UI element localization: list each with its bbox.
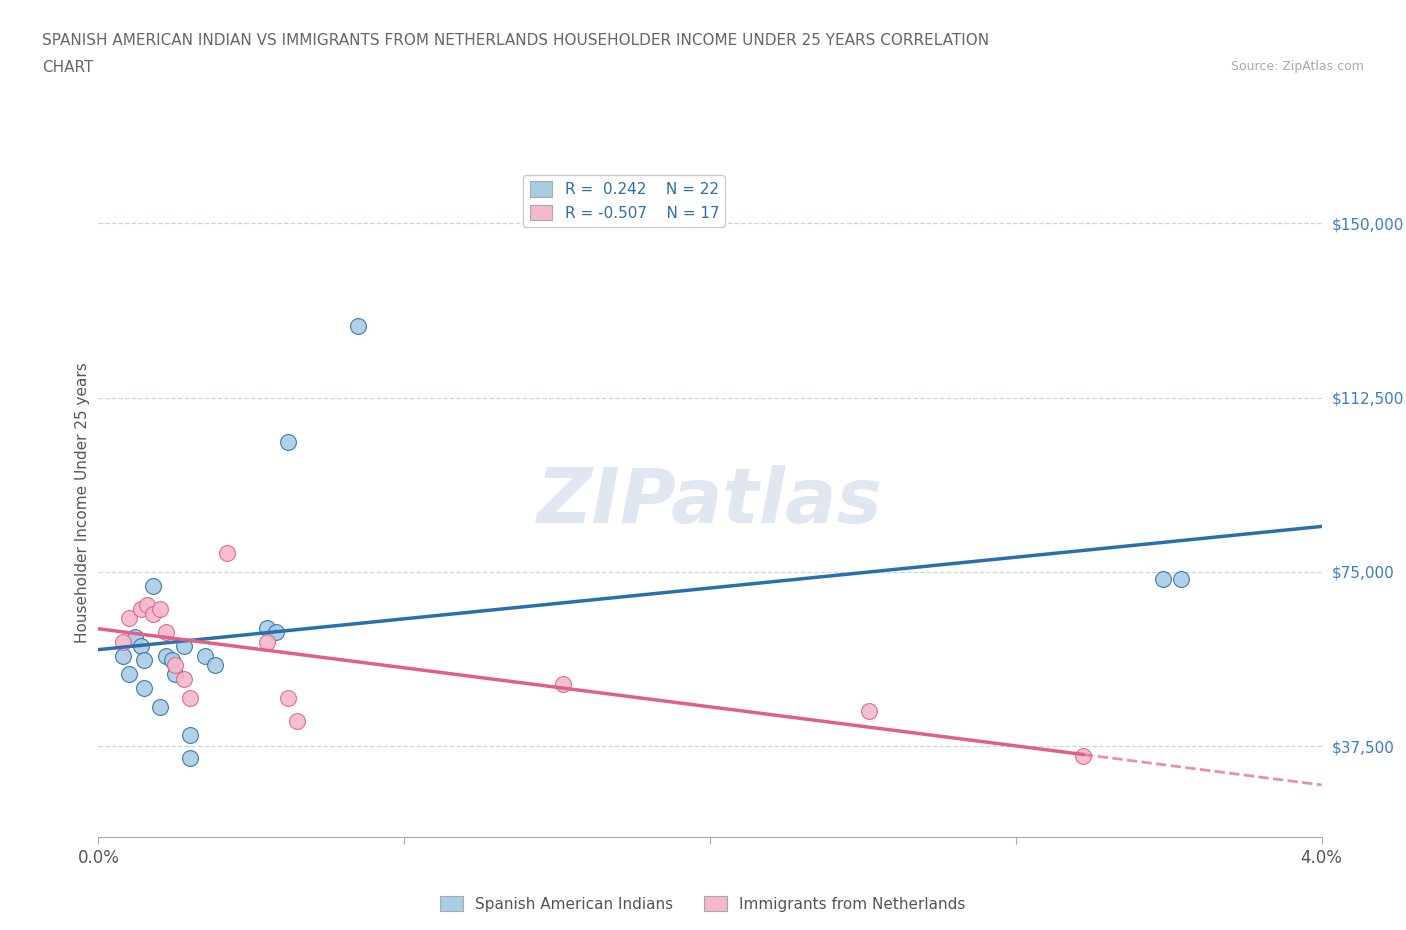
- Text: ZIPatlas: ZIPatlas: [537, 465, 883, 539]
- Point: [264, 625, 287, 640]
- Point: [277, 434, 299, 449]
- Point: [256, 620, 278, 635]
- Point: [134, 653, 156, 668]
- Point: [1152, 571, 1174, 587]
- Point: [124, 630, 146, 644]
- Point: [129, 602, 152, 617]
- Point: [163, 667, 186, 682]
- Legend: Spanish American Indians, Immigrants from Netherlands: Spanish American Indians, Immigrants fro…: [434, 889, 972, 918]
- Text: CHART: CHART: [42, 60, 94, 75]
- Point: [553, 676, 575, 691]
- Point: [118, 667, 141, 682]
- Point: [149, 699, 172, 714]
- Point: [111, 648, 134, 663]
- Point: [347, 318, 370, 333]
- Point: [134, 681, 156, 696]
- Point: [1170, 571, 1192, 587]
- Point: [179, 690, 201, 705]
- Point: [163, 658, 186, 672]
- Point: [149, 602, 172, 617]
- Point: [160, 653, 183, 668]
- Point: [179, 727, 201, 742]
- Y-axis label: Householder Income Under 25 years: Householder Income Under 25 years: [75, 362, 90, 643]
- Point: [215, 546, 238, 561]
- Point: [142, 578, 165, 593]
- Point: [204, 658, 226, 672]
- Point: [142, 606, 165, 621]
- Text: Source: ZipAtlas.com: Source: ZipAtlas.com: [1230, 60, 1364, 73]
- Point: [155, 648, 177, 663]
- Point: [1071, 748, 1094, 763]
- Text: SPANISH AMERICAN INDIAN VS IMMIGRANTS FROM NETHERLANDS HOUSEHOLDER INCOME UNDER : SPANISH AMERICAN INDIAN VS IMMIGRANTS FR…: [42, 33, 990, 47]
- Point: [277, 690, 299, 705]
- Point: [858, 704, 880, 719]
- Point: [173, 671, 195, 686]
- Point: [129, 639, 152, 654]
- Point: [256, 634, 278, 649]
- Point: [179, 751, 201, 765]
- Point: [136, 597, 159, 612]
- Point: [118, 611, 141, 626]
- Point: [155, 625, 177, 640]
- Point: [285, 713, 308, 728]
- Point: [111, 634, 134, 649]
- Legend: R =  0.242    N = 22, R = -0.507    N = 17: R = 0.242 N = 22, R = -0.507 N = 17: [523, 175, 725, 227]
- Point: [194, 648, 217, 663]
- Point: [173, 639, 195, 654]
